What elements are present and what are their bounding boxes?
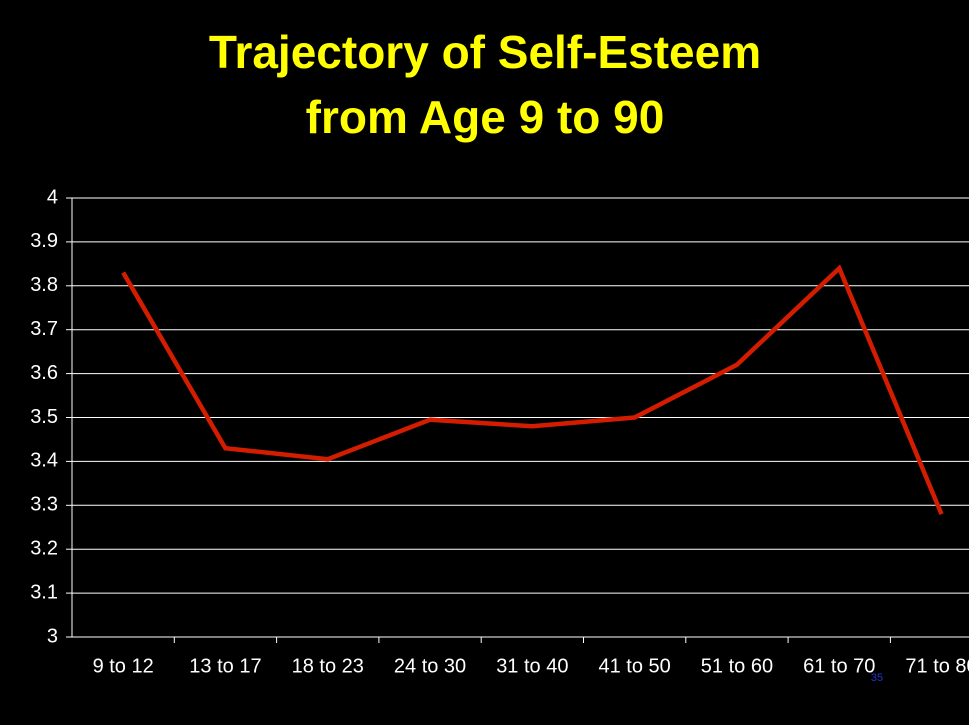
y-tick-label: 3 (47, 625, 58, 647)
y-tick-label: 3.9 (30, 230, 58, 252)
x-tick-label: 31 to 40 (496, 655, 568, 677)
y-tick-label: 3.7 (30, 318, 58, 340)
y-tick-label: 3.2 (30, 537, 58, 559)
x-tick-label: 71 to 80 (905, 655, 969, 677)
data-line (121, 264, 944, 515)
y-tick-label: 3.1 (30, 581, 58, 603)
x-tick-label: 24 to 30 (394, 655, 466, 677)
x-tick-label: 61 to 70 (803, 655, 875, 677)
slide-number: 35 (871, 672, 883, 684)
x-tick-label: 41 to 50 (599, 655, 671, 677)
x-tick-label: 13 to 17 (189, 655, 261, 677)
y-tick-label: 3.6 (30, 362, 58, 384)
y-tick-label: 3.8 (30, 274, 58, 296)
x-tick-label: 51 to 60 (701, 655, 773, 677)
x-tick-label: 18 to 23 (292, 655, 364, 677)
y-tick-label: 3.5 (30, 406, 58, 428)
y-tick-label: 4 (47, 186, 58, 208)
chart-title: Trajectory of Self-Esteem (209, 26, 761, 78)
y-tick-label: 3.4 (30, 450, 58, 472)
x-tick-label: 9 to 12 (93, 655, 154, 677)
y-tick-label: 3.3 (30, 494, 58, 516)
chart-title: from Age 9 to 90 (306, 91, 665, 143)
